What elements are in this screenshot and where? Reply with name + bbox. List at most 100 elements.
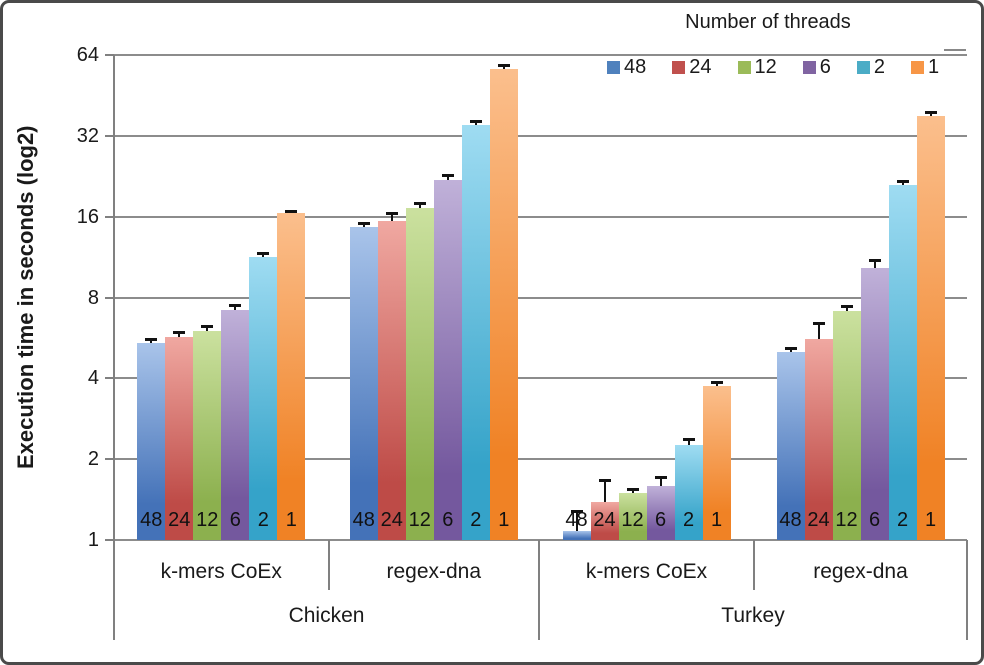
- bar-turkey-regex-t24: [804, 339, 833, 540]
- error-bar-cap: [173, 331, 186, 334]
- y-axis-tick: [105, 377, 114, 380]
- error-bar: [845, 306, 848, 312]
- bar-thread-label: 48: [140, 509, 163, 531]
- bar-turkey-kmers-t1: [702, 385, 731, 540]
- bar-chicken-regex-t2: [461, 125, 490, 540]
- error-bar-cap: [812, 321, 825, 325]
- legend-swatch-icon: [672, 61, 686, 74]
- y-axis-tick: [105, 539, 114, 541]
- legend-entry-1: 1: [911, 56, 939, 79]
- gridline-8: [114, 296, 967, 299]
- bar-chicken-regex-t12: [405, 207, 434, 540]
- bar-chicken-regex-t24: [377, 221, 406, 540]
- bar-turkey-kmers-t2: [674, 444, 703, 540]
- error-bar-cap: [469, 120, 482, 124]
- legend-swatch-icon: [737, 61, 751, 74]
- legend-entry-label: 2: [873, 56, 885, 78]
- gridline-2: [114, 458, 967, 461]
- category-separator: [966, 540, 968, 640]
- y-axis-tick: [105, 215, 114, 218]
- y-axis-tick: [105, 296, 114, 299]
- error-bar: [817, 323, 820, 340]
- error-bar-cap: [145, 338, 158, 342]
- error-bar-cap: [257, 252, 270, 256]
- error-bar: [929, 113, 932, 116]
- bar-turkey-regex-t48: [776, 352, 805, 540]
- bar-thread-label: 48: [352, 509, 375, 531]
- benchmark-label: regex-dna: [813, 560, 908, 583]
- bar-thread-label: 1: [498, 509, 510, 531]
- legend-entry-label: 6: [819, 56, 831, 78]
- legend-entry-label: 1: [928, 56, 940, 78]
- bar-thread-label: 1: [285, 509, 297, 531]
- error-bar: [234, 305, 237, 310]
- legend-entry-48: 48: [607, 56, 646, 79]
- y-tick-label: 8: [87, 286, 99, 309]
- error-bar-cap: [868, 259, 881, 263]
- bar-chicken-regex-t48: [349, 227, 378, 540]
- gridline-1: [114, 539, 967, 541]
- bar-chicken-kmers-t1: [277, 213, 306, 540]
- error-bar: [446, 176, 449, 180]
- bar-turkey-regex-t2: [888, 184, 917, 540]
- bar-thread-label: 1: [924, 509, 937, 531]
- bar-chicken-kmers-t6: [221, 309, 250, 540]
- y-tick-label: 64: [76, 44, 99, 66]
- error-bar-cap: [654, 476, 667, 480]
- y-tick-label: 1: [87, 529, 99, 551]
- error-bar: [659, 478, 662, 486]
- error-bar-cap: [570, 510, 583, 514]
- y-axis-tick: [105, 134, 114, 137]
- bar-thread-label: 2: [896, 509, 909, 531]
- bar-thread-label: 6: [654, 509, 667, 531]
- error-bar-cap: [285, 209, 298, 213]
- bar-chicken-kmers-t2: [249, 257, 278, 540]
- legend-entry-6: 6: [802, 56, 831, 79]
- bar-thread-label: 6: [868, 509, 881, 531]
- bar-turkey-kmers-t24: [590, 501, 619, 540]
- bar-thread-label: 48: [565, 509, 588, 531]
- legend-swatch-icon: [911, 61, 924, 74]
- error-bar: [206, 327, 209, 332]
- error-bar-cap: [710, 380, 723, 384]
- error-bar: [178, 333, 181, 338]
- bar-turkey-regex-t12: [832, 311, 861, 540]
- gridline-16: [114, 215, 967, 218]
- error-bar-cap: [626, 487, 639, 491]
- legend-swatch-icon: [607, 61, 620, 74]
- error-bar-cap: [413, 201, 426, 205]
- error-bar: [687, 439, 690, 445]
- error-bar-cap: [357, 222, 370, 226]
- error-bar: [873, 261, 876, 269]
- bar-thread-label: 12: [835, 509, 858, 531]
- error-bar-cap: [229, 303, 242, 307]
- legend-entry-label: 24: [689, 56, 712, 78]
- bar-chicken-kmers-t48: [137, 343, 166, 540]
- bar-turkey-regex-t1: [916, 115, 945, 540]
- error-bar: [789, 348, 792, 353]
- y-axis-tick: [105, 54, 114, 56]
- gridline-64: [114, 54, 967, 56]
- animal-label: Chicken: [288, 604, 365, 627]
- y-axis-tick: [105, 458, 114, 461]
- bar-thread-label: 24: [380, 509, 403, 531]
- legend-title: Number of threads: [685, 11, 851, 33]
- bar-thread-label: 6: [229, 509, 241, 531]
- bar-thread-label: 2: [257, 509, 269, 531]
- error-bar-cap: [201, 325, 214, 329]
- error-bar: [262, 254, 265, 258]
- error-bar: [575, 512, 578, 532]
- error-bar: [715, 382, 718, 386]
- error-bar-cap: [385, 211, 398, 215]
- error-bar-cap: [896, 179, 909, 183]
- plot-area: 1 2 4 8 16 32 64 48 24 12 6 2 1 k-mers CoEx 48 24 12 6 2 1 r…: [3, 3, 981, 662]
- legend-entry-24: 24: [672, 56, 712, 79]
- category-separator: [327, 540, 330, 590]
- error-bar: [901, 181, 904, 185]
- y-tick-label: 32: [76, 124, 99, 147]
- gridline-4: [114, 377, 967, 380]
- legend-entry-label: 12: [754, 56, 777, 78]
- bar-turkey-regex-t6: [860, 268, 889, 540]
- bar-turkey-kmers-t6: [646, 485, 675, 540]
